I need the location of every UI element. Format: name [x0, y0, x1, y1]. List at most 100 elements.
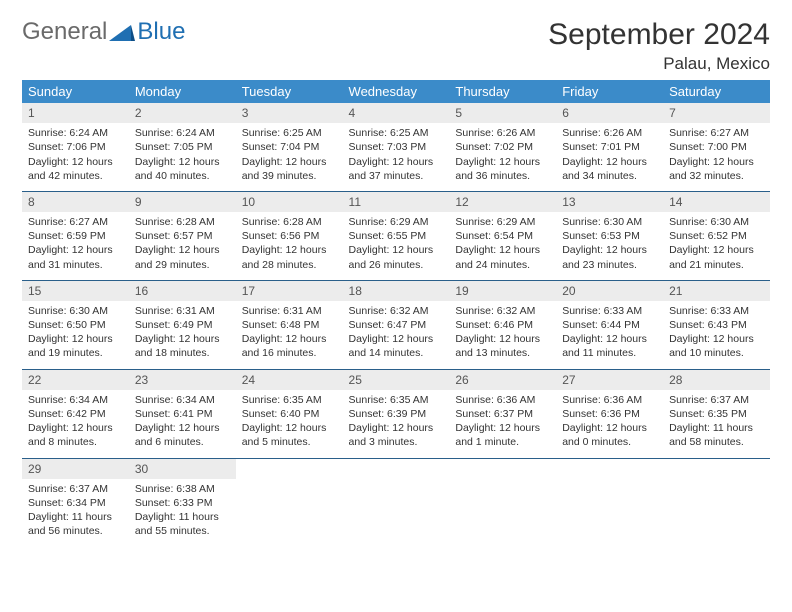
daylight-text: Daylight: 12 hours and 6 minutes. — [135, 421, 230, 449]
weekday-header-row: Sunday Monday Tuesday Wednesday Thursday… — [22, 80, 770, 103]
title-block: September 2024 Palau, Mexico — [548, 18, 770, 74]
weekday-header: Tuesday — [236, 80, 343, 103]
sunset-text: Sunset: 6:36 PM — [562, 407, 657, 421]
day-details: Sunrise: 6:32 AMSunset: 6:47 PMDaylight:… — [343, 301, 450, 369]
day-number-row: 2930 — [22, 458, 770, 479]
day-details: Sunrise: 6:33 AMSunset: 6:43 PMDaylight:… — [663, 301, 770, 369]
day-details: Sunrise: 6:35 AMSunset: 6:39 PMDaylight:… — [343, 390, 450, 458]
day-number: 6 — [556, 103, 663, 123]
day-number: 20 — [556, 280, 663, 301]
calendar-body: 1234567Sunrise: 6:24 AMSunset: 7:06 PMDa… — [22, 103, 770, 546]
daylight-text: Daylight: 11 hours and 56 minutes. — [28, 510, 123, 538]
sunset-text: Sunset: 7:06 PM — [28, 140, 123, 154]
day-details: Sunrise: 6:29 AMSunset: 6:55 PMDaylight:… — [343, 212, 450, 280]
day-number: 28 — [663, 369, 770, 390]
daylight-text: Daylight: 12 hours and 3 minutes. — [349, 421, 444, 449]
sunset-text: Sunset: 7:04 PM — [242, 140, 337, 154]
day-number: 15 — [22, 280, 129, 301]
sunrise-text: Sunrise: 6:38 AM — [135, 482, 230, 496]
day-number: 7 — [663, 103, 770, 123]
sunrise-text: Sunrise: 6:37 AM — [28, 482, 123, 496]
sunset-text: Sunset: 6:54 PM — [455, 229, 550, 243]
sunrise-text: Sunrise: 6:28 AM — [242, 215, 337, 229]
daylight-text: Daylight: 12 hours and 1 minute. — [455, 421, 550, 449]
sunset-text: Sunset: 6:34 PM — [28, 496, 123, 510]
sunset-text: Sunset: 6:37 PM — [455, 407, 550, 421]
day-details: Sunrise: 6:31 AMSunset: 6:48 PMDaylight:… — [236, 301, 343, 369]
daylight-text: Daylight: 12 hours and 39 minutes. — [242, 155, 337, 183]
daylight-text: Daylight: 12 hours and 5 minutes. — [242, 421, 337, 449]
daylight-text: Daylight: 12 hours and 32 minutes. — [669, 155, 764, 183]
sunrise-text: Sunrise: 6:32 AM — [455, 304, 550, 318]
day-details: Sunrise: 6:25 AMSunset: 7:03 PMDaylight:… — [343, 123, 450, 191]
sunset-text: Sunset: 7:03 PM — [349, 140, 444, 154]
sunset-text: Sunset: 6:40 PM — [242, 407, 337, 421]
day-number — [343, 458, 450, 479]
day-details: Sunrise: 6:30 AMSunset: 6:53 PMDaylight:… — [556, 212, 663, 280]
weekday-header: Friday — [556, 80, 663, 103]
weekday-header: Monday — [129, 80, 236, 103]
daylight-text: Daylight: 12 hours and 23 minutes. — [562, 243, 657, 271]
day-number: 3 — [236, 103, 343, 123]
sunrise-text: Sunrise: 6:30 AM — [562, 215, 657, 229]
day-details: Sunrise: 6:32 AMSunset: 6:46 PMDaylight:… — [449, 301, 556, 369]
day-details: Sunrise: 6:29 AMSunset: 6:54 PMDaylight:… — [449, 212, 556, 280]
day-details: Sunrise: 6:26 AMSunset: 7:02 PMDaylight:… — [449, 123, 556, 191]
daylight-text: Daylight: 12 hours and 14 minutes. — [349, 332, 444, 360]
daylight-text: Daylight: 12 hours and 36 minutes. — [455, 155, 550, 183]
sunset-text: Sunset: 7:02 PM — [455, 140, 550, 154]
day-number: 30 — [129, 458, 236, 479]
daylight-text: Daylight: 12 hours and 10 minutes. — [669, 332, 764, 360]
day-number: 19 — [449, 280, 556, 301]
sunrise-text: Sunrise: 6:33 AM — [562, 304, 657, 318]
sunrise-text: Sunrise: 6:34 AM — [135, 393, 230, 407]
sunrise-text: Sunrise: 6:34 AM — [28, 393, 123, 407]
day-details — [449, 479, 556, 547]
day-number: 5 — [449, 103, 556, 123]
daylight-text: Daylight: 12 hours and 26 minutes. — [349, 243, 444, 271]
day-number: 29 — [22, 458, 129, 479]
daylight-text: Daylight: 12 hours and 13 minutes. — [455, 332, 550, 360]
day-number: 14 — [663, 191, 770, 212]
day-details: Sunrise: 6:36 AMSunset: 6:36 PMDaylight:… — [556, 390, 663, 458]
sunrise-text: Sunrise: 6:29 AM — [455, 215, 550, 229]
day-details — [556, 479, 663, 547]
day-number: 12 — [449, 191, 556, 212]
sunset-text: Sunset: 6:53 PM — [562, 229, 657, 243]
sunset-text: Sunset: 7:01 PM — [562, 140, 657, 154]
day-details: Sunrise: 6:28 AMSunset: 6:57 PMDaylight:… — [129, 212, 236, 280]
day-number: 26 — [449, 369, 556, 390]
sunrise-text: Sunrise: 6:29 AM — [349, 215, 444, 229]
sunset-text: Sunset: 6:47 PM — [349, 318, 444, 332]
daylight-text: Daylight: 12 hours and 21 minutes. — [669, 243, 764, 271]
sunset-text: Sunset: 6:56 PM — [242, 229, 337, 243]
daylight-text: Daylight: 12 hours and 16 minutes. — [242, 332, 337, 360]
day-number: 17 — [236, 280, 343, 301]
daylight-text: Daylight: 12 hours and 28 minutes. — [242, 243, 337, 271]
daylight-text: Daylight: 12 hours and 42 minutes. — [28, 155, 123, 183]
weekday-header: Saturday — [663, 80, 770, 103]
day-number: 8 — [22, 191, 129, 212]
day-number: 10 — [236, 191, 343, 212]
logo: General Blue — [22, 18, 185, 46]
day-details: Sunrise: 6:31 AMSunset: 6:49 PMDaylight:… — [129, 301, 236, 369]
sunset-text: Sunset: 6:49 PM — [135, 318, 230, 332]
sunrise-text: Sunrise: 6:25 AM — [242, 126, 337, 140]
daylight-text: Daylight: 12 hours and 37 minutes. — [349, 155, 444, 183]
day-number — [663, 458, 770, 479]
day-number — [236, 458, 343, 479]
calendar-table: Sunday Monday Tuesday Wednesday Thursday… — [22, 80, 770, 546]
day-number: 16 — [129, 280, 236, 301]
sunset-text: Sunset: 6:35 PM — [669, 407, 764, 421]
sunrise-text: Sunrise: 6:25 AM — [349, 126, 444, 140]
sunset-text: Sunset: 6:39 PM — [349, 407, 444, 421]
logo-text-general: General — [22, 18, 107, 46]
day-details: Sunrise: 6:25 AMSunset: 7:04 PMDaylight:… — [236, 123, 343, 191]
page-header: General Blue September 2024 Palau, Mexic… — [22, 18, 770, 74]
day-details: Sunrise: 6:28 AMSunset: 6:56 PMDaylight:… — [236, 212, 343, 280]
day-details: Sunrise: 6:30 AMSunset: 6:52 PMDaylight:… — [663, 212, 770, 280]
day-number-row: 891011121314 — [22, 191, 770, 212]
daylight-text: Daylight: 12 hours and 29 minutes. — [135, 243, 230, 271]
day-number: 21 — [663, 280, 770, 301]
day-number — [449, 458, 556, 479]
